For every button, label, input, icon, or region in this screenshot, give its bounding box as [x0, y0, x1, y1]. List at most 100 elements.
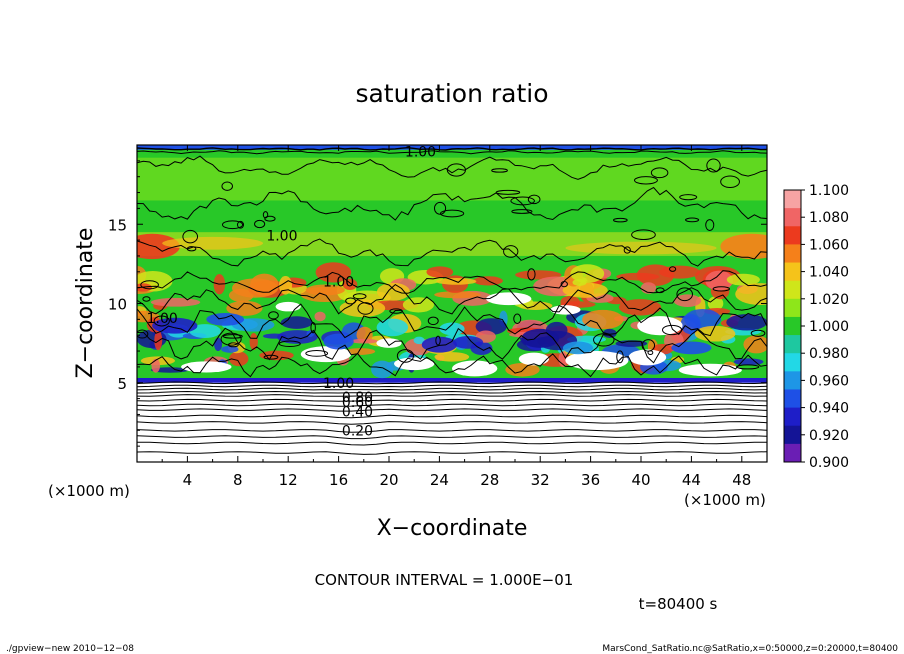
colorbar-swatch	[784, 389, 801, 409]
contour-line-upper	[137, 146, 767, 151]
contour-loop	[142, 296, 151, 302]
patch-mid-layer	[226, 300, 263, 316]
contour-loop	[446, 163, 466, 177]
x-tick-label: 12	[279, 471, 298, 489]
patch-blue	[439, 322, 465, 336]
contour-loop	[137, 329, 149, 339]
contour-line-upper	[137, 186, 767, 221]
contour-line-upper	[137, 283, 767, 315]
patch-white	[275, 301, 301, 312]
patch-mid-layer	[402, 297, 434, 313]
contour-loop	[495, 189, 521, 195]
contour-loop	[268, 311, 279, 320]
x-tick-label: 20	[379, 471, 398, 489]
contour-loop	[513, 313, 522, 324]
x-tick-label: 28	[480, 471, 499, 489]
colorbar-swatch	[784, 371, 801, 390]
contour-label: 0.60	[342, 395, 373, 411]
band-lower-blue	[137, 377, 767, 383]
patch-mid-layer	[705, 270, 734, 291]
contour-loop	[254, 219, 266, 229]
colorbar-swatch	[784, 316, 801, 336]
contour-loop	[750, 329, 766, 337]
contour-loop	[631, 229, 656, 241]
footer-right: MarsCond_SatRatio.nc@SatRatio,x=0:50000,…	[602, 644, 898, 654]
patch-lower-layer	[434, 352, 470, 362]
y-axis-label: Z−coordinate	[73, 228, 98, 379]
colorbar-swatch	[784, 298, 801, 318]
contour-line-upper	[137, 327, 767, 364]
contour-loop	[186, 246, 197, 252]
patch-lower-layer	[694, 325, 736, 342]
contour-loop	[712, 286, 730, 292]
patch-lower-layer	[150, 367, 189, 373]
patch-white	[637, 316, 683, 336]
contour-loop	[221, 181, 233, 191]
contour-line-lower	[137, 408, 767, 412]
contour-line-upper	[137, 352, 767, 378]
colorbar-swatch	[784, 262, 801, 282]
contour-line-lower	[137, 429, 767, 433]
contour-loop	[305, 350, 329, 357]
contour-loop	[676, 287, 693, 302]
contour-loop	[613, 217, 628, 223]
contour-line-lower	[137, 414, 767, 419]
x-axis-label: X−coordinate	[377, 516, 528, 541]
contour-loop	[278, 340, 301, 347]
contour-line-lower	[137, 387, 767, 391]
contour-loop	[345, 297, 357, 305]
contour-loop	[623, 246, 631, 254]
patch-white	[376, 338, 402, 348]
contour-label: 1.00	[323, 376, 354, 392]
contour-loop	[720, 175, 740, 189]
contour-loop	[236, 220, 245, 229]
x-tick-label: 8	[233, 471, 243, 489]
patch-lower-layer	[371, 360, 394, 379]
patch-lower-layer	[505, 362, 540, 377]
contour-loop	[264, 215, 276, 222]
patch-right-orange	[720, 233, 767, 260]
contour-loop	[662, 324, 683, 336]
contour-loop	[357, 302, 374, 315]
patch-mid-layer	[305, 284, 345, 296]
x-tick-label: 48	[732, 471, 751, 489]
contour-line-lower	[137, 435, 767, 440]
contour-line-lower	[137, 384, 767, 388]
contour-loop	[310, 321, 316, 334]
patch-white	[565, 351, 629, 371]
patch-mid-layer	[342, 278, 358, 290]
x-axis-ticks: 4 8 12 16 20 24 28 32 36 40 44 48	[161, 145, 751, 489]
contour-line-lower	[137, 381, 767, 385]
patch-white	[486, 292, 532, 306]
x-tick-label: 16	[329, 471, 348, 489]
contour-label: 1.00	[266, 228, 297, 244]
contour-line-lower	[137, 390, 767, 394]
contour-loop	[705, 219, 715, 231]
contour-line-upper	[137, 155, 767, 180]
patch-yellow-left	[162, 236, 263, 250]
colorbar-swatch	[784, 208, 801, 227]
patch-mid-layer	[735, 283, 767, 305]
contour-loop	[736, 364, 760, 370]
contour-label: 0.40	[342, 404, 373, 420]
x-tick-label: 44	[682, 471, 701, 489]
plot-field	[137, 145, 767, 462]
contour-loop	[633, 176, 658, 185]
colorbar-label: 0.920	[809, 428, 849, 444]
patch-lower-layer	[475, 318, 507, 335]
contour-loop	[153, 315, 170, 327]
patch-mid-layer	[572, 278, 587, 286]
colorbar-swatch	[784, 335, 801, 354]
contour-label: 1.00	[405, 144, 436, 160]
contour-loop	[593, 333, 615, 347]
contour-loop	[616, 350, 624, 364]
contour-line-upper	[137, 270, 767, 294]
patch-mid-layer	[618, 299, 662, 316]
colorbar-swatch	[784, 244, 801, 264]
contour-loop	[433, 201, 447, 215]
contour-line-lower	[137, 441, 767, 446]
patch-lower-layer	[350, 338, 378, 344]
contour-loop	[527, 194, 541, 205]
patch-mid-layer	[150, 297, 201, 307]
